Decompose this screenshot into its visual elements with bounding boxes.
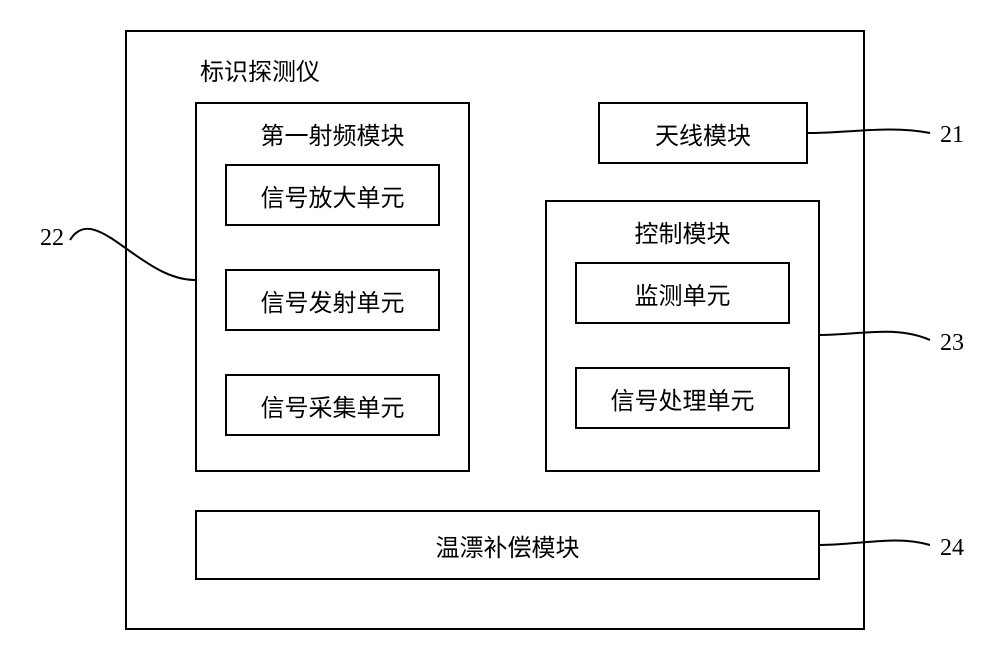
diagram-canvas: 标识探测仪 第一射频模块 信号放大单元 信号发射单元 信号采集单元 天线模块 控… bbox=[0, 0, 1000, 661]
outer-title: 标识探测仪 bbox=[200, 52, 320, 87]
ref-21: 21 bbox=[940, 122, 964, 149]
control-unit-monitor: 监测单元 bbox=[575, 262, 790, 324]
ref-24: 24 bbox=[940, 535, 964, 562]
rf-module-box: 第一射频模块 信号放大单元 信号发射单元 信号采集单元 bbox=[195, 102, 470, 472]
ref-22: 22 bbox=[40, 225, 64, 252]
control-unit-process: 信号处理单元 bbox=[575, 367, 790, 429]
rf-unit-amplify: 信号放大单元 bbox=[225, 164, 440, 226]
temp-module-box: 温漂补偿模块 bbox=[195, 510, 820, 580]
rf-module-title: 第一射频模块 bbox=[197, 116, 468, 151]
rf-unit-transmit: 信号发射单元 bbox=[225, 269, 440, 331]
rf-unit-collect: 信号采集单元 bbox=[225, 374, 440, 436]
control-module-title: 控制模块 bbox=[547, 214, 818, 249]
ref-23: 23 bbox=[940, 330, 964, 357]
antenna-module-box: 天线模块 bbox=[598, 102, 808, 164]
control-module-box: 控制模块 监测单元 信号处理单元 bbox=[545, 200, 820, 472]
